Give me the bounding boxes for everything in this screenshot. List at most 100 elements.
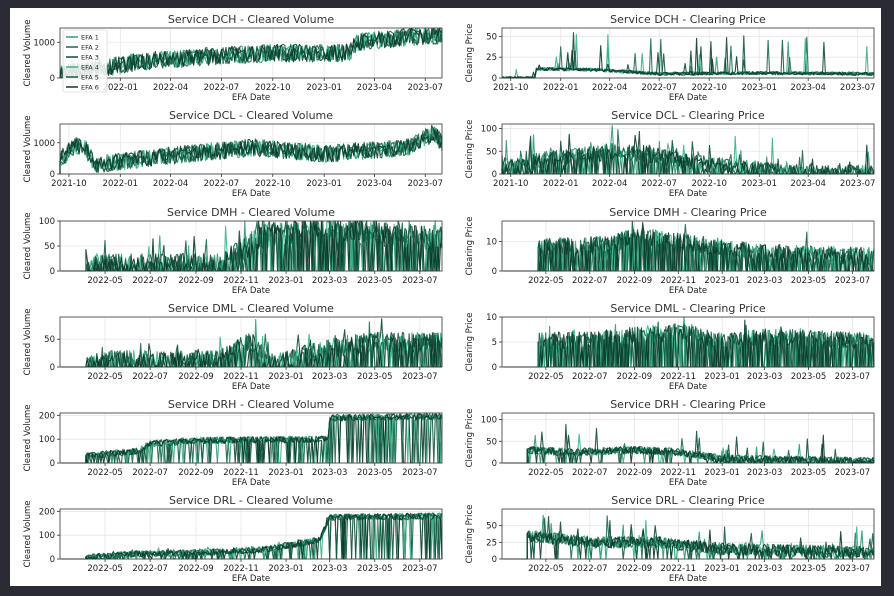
plot-frame (59, 316, 443, 368)
x-tick-label: 2023-04 (790, 179, 826, 189)
legend-entry: EFA 4 (81, 64, 99, 72)
plot-frame (59, 412, 443, 464)
x-tick-label: 2022-11 (223, 564, 259, 574)
y-tick-label: 100 (39, 435, 55, 445)
x-tick-label: 2022-10 (691, 179, 727, 189)
plot-frame (501, 412, 875, 464)
subplot-title: Service DML - Clearing Price (610, 302, 766, 315)
y-tick-label: 100 (481, 125, 497, 135)
subplot: Service DMH - Cleared Volume 2022-05 2022-… (23, 206, 443, 296)
subplot: Service DCL - Cleared Volume 2021-10 2022-… (23, 109, 443, 199)
x-tick-label: 2023-01 (704, 468, 740, 478)
y-tick-label: 100 (481, 416, 497, 426)
y-tick-label: 0 (492, 555, 497, 565)
x-tick-label: 2022-04 (153, 83, 189, 93)
x-tick-label: 2023-01 (306, 83, 342, 93)
y-tick-label: 100 (39, 531, 55, 541)
x-tick-label: 2023-01 (741, 179, 777, 189)
plot-frame (501, 27, 875, 79)
x-tick-label: 2022-01 (543, 83, 579, 93)
x-tick-label: 2023-07 (402, 372, 438, 382)
x-tick-label: 2023-01 (306, 179, 342, 189)
x-tick-label: 2022-09 (178, 468, 214, 478)
x-tick-label: 2023-07 (840, 83, 876, 93)
subplot: Service DRL - Clearing Price 2022-05 2022-… (465, 494, 875, 584)
subplot: Service DCL - Clearing Price 2021-10 2022-… (465, 109, 875, 199)
x-tick-label: 2023-01 (704, 276, 740, 286)
x-tick-label: 2023-03 (312, 468, 348, 478)
x-tick-label: 2023-03 (747, 372, 783, 382)
x-tick-label: 2022-09 (178, 372, 214, 382)
legend-entry: EFA 1 (81, 34, 99, 42)
y-axis-label: Clearing Price (465, 120, 475, 179)
series-line (61, 331, 443, 368)
x-tick-label: 2022-11 (661, 564, 697, 574)
y-tick-label: 0 (50, 267, 55, 277)
x-tick-label: 2022-07 (572, 276, 608, 286)
x-tick-label: 2023-03 (747, 468, 783, 478)
series-line (503, 319, 875, 368)
subplot-title: Service DRH - Cleared Volume (168, 398, 334, 411)
x-axis-label: EFA Date (232, 574, 270, 584)
x-tick-label: 2021-10 (493, 179, 529, 189)
x-tick-label: 2023-04 (357, 83, 393, 93)
plot-frame (501, 123, 875, 175)
subplot: Service DML - Cleared Volume 2022-05 2022-… (23, 302, 443, 392)
y-tick-label: 0 (492, 267, 497, 277)
subplot-title: Service DMH - Cleared Volume (167, 206, 335, 219)
x-tick-label: 2022-07 (132, 372, 168, 382)
y-tick-label: 0 (492, 459, 497, 469)
chart-grid: Service DCH - Cleared Volume 2022-01 2022-… (23, 13, 876, 584)
series-line (501, 32, 875, 79)
x-tick-label: 2021-10 (51, 179, 87, 189)
y-tick-label: 1000 (33, 139, 55, 149)
x-tick-label: 2022-01 (543, 179, 579, 189)
x-axis-label: EFA Date (669, 189, 707, 199)
legend-entry: EFA 3 (81, 54, 99, 62)
x-tick-label: 2022-07 (572, 468, 608, 478)
x-tick-label: 2022-07 (132, 468, 168, 478)
y-tick-label: 200 (39, 507, 55, 517)
x-tick-label: 2023-07 (835, 564, 871, 574)
x-tick-label: 2022-01 (103, 179, 139, 189)
x-axis-label: EFA Date (669, 574, 707, 584)
series-line (503, 517, 875, 560)
x-tick-label: 2023-05 (791, 372, 827, 382)
x-tick-label: 2022-04 (592, 83, 628, 93)
y-tick-label: 50 (486, 147, 497, 157)
subplot: Service DMH - Clearing Price 2022-05 2022-… (465, 206, 875, 296)
x-tick-label: 2022-01 (103, 83, 139, 93)
x-tick-label: 2022-11 (661, 276, 697, 286)
x-tick-label: 2023-03 (747, 276, 783, 286)
x-tick-label: 2023-07 (402, 564, 438, 574)
subplot-title: Service DCH - Cleared Volume (168, 13, 334, 26)
x-tick-label: 2022-07 (572, 564, 608, 574)
subplot: Service DRH - Cleared Volume 2022-05 2022-… (23, 398, 443, 488)
subplot: Service DCH - Cleared Volume 2022-01 2022-… (23, 13, 443, 103)
subplot: Service DRL - Cleared Volume 2022-05 2022-… (23, 494, 443, 584)
x-tick-label: 2023-01 (268, 468, 304, 478)
y-tick-label: 0 (50, 555, 55, 565)
x-tick-label: 2023-05 (357, 276, 393, 286)
x-tick-label: 2022-05 (528, 564, 564, 574)
y-tick-label: 50 (486, 437, 497, 447)
x-tick-label: 2022-09 (617, 372, 653, 382)
x-tick-label: 2023-01 (704, 372, 740, 382)
x-tick-label: 2022-04 (153, 179, 189, 189)
series-line (501, 133, 875, 175)
x-tick-label: 2021-10 (493, 83, 529, 93)
x-tick-label: 2022-09 (178, 276, 214, 286)
x-tick-label: 2022-07 (204, 83, 240, 93)
x-tick-label: 2023-05 (357, 468, 393, 478)
y-tick-label: 50 (486, 32, 497, 42)
y-axis-label: Cleared Volume (23, 405, 33, 472)
subplot-title: Service DRH - Clearing Price (610, 398, 766, 411)
legend: EFA 1 EFA 2 EFA 3 EFA 4 EFA 5 EFA 6 (62, 29, 108, 93)
x-tick-label: 2023-07 (402, 276, 438, 286)
y-axis-label: Clearing Price (465, 217, 475, 276)
plot-frame (59, 508, 443, 560)
x-tick-label: 2023-01 (268, 276, 304, 286)
x-tick-label: 2023-01 (268, 564, 304, 574)
x-tick-label: 2023-05 (791, 468, 827, 478)
x-tick-label: 2023-07 (835, 276, 871, 286)
